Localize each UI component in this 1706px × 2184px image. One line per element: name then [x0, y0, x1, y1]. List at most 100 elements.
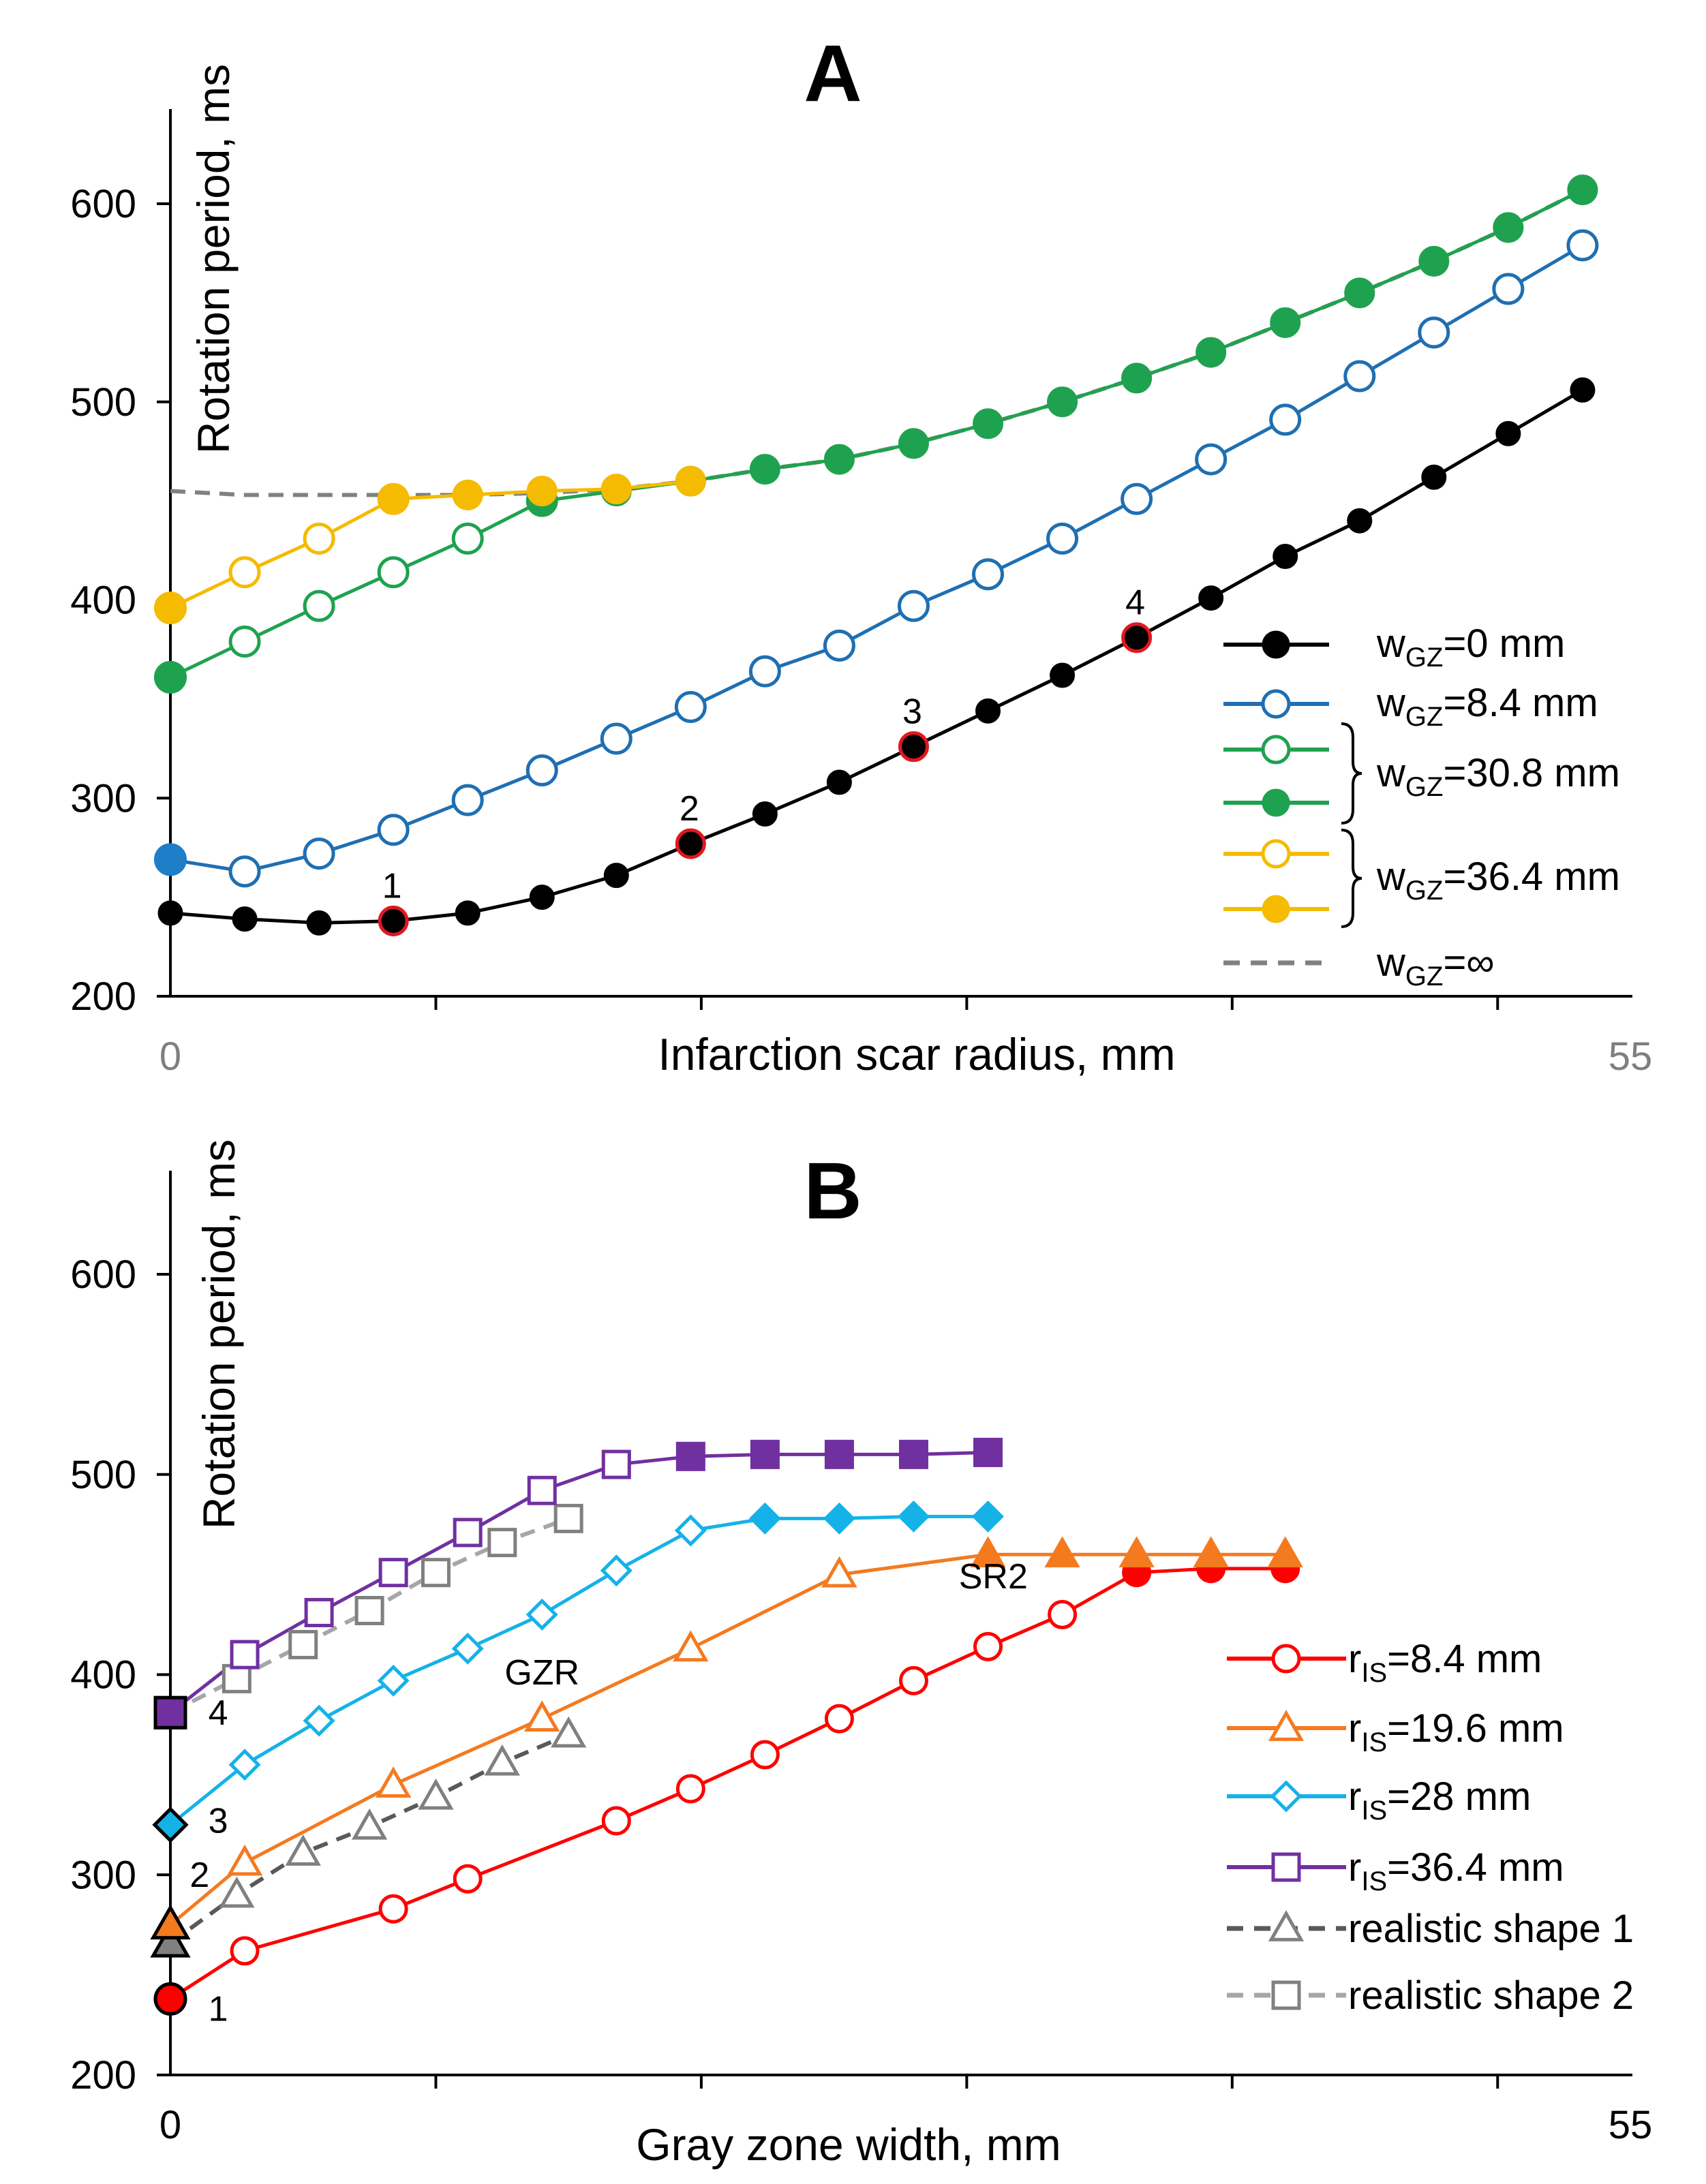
legend-label: wGZ=30.8 mm [1376, 751, 1620, 802]
series-point [973, 1437, 1003, 1467]
legend-label: rIS=19.6 mm [1348, 1706, 1564, 1757]
point-label: 3 [902, 692, 922, 732]
legend-swatch-marker [1271, 1852, 1301, 1882]
panel-b-y-axis-title: Rotation period, ms [194, 1139, 244, 1529]
panel-b-title: B [804, 1146, 862, 1236]
panel-a-y-axis-title: Rotation period, ms [188, 64, 239, 454]
y-tick-label: 300 [70, 1853, 136, 1897]
series-point [1570, 377, 1596, 403]
legend-swatch-marker [1262, 630, 1290, 659]
panel-b-y-ticks: 200 300 400 500 600 [70, 1252, 170, 2097]
series-point [303, 589, 335, 622]
legend-label: wGZ=8.4 mm [1376, 681, 1598, 732]
series-point [304, 1597, 334, 1627]
legend-swatch-marker [1271, 1644, 1301, 1674]
panel-b-annotations: 1 23 4 GZR SR2 [189, 1557, 1028, 2029]
legend-label-suffix: =36.4 mm [1387, 1845, 1564, 1890]
series-point [525, 754, 558, 787]
annotation-label: SR2 [959, 1557, 1028, 1597]
series-point [421, 1558, 451, 1588]
series-point [377, 814, 410, 846]
panel-b-x-tick-label-end: 55 [1609, 2103, 1653, 2147]
y-tick-label: 200 [70, 2053, 136, 2097]
series-point [451, 522, 484, 555]
series-point [232, 906, 258, 932]
series-point [288, 1629, 318, 1659]
series-point [1198, 585, 1224, 611]
legend-label-subscript: GZ [1405, 876, 1444, 906]
series-point [898, 428, 929, 459]
legend-label-suffix: =30.8 mm [1443, 751, 1620, 795]
legend-label-subscript: IS [1361, 1866, 1387, 1896]
series-point [378, 483, 409, 514]
point-label: 2 [680, 789, 699, 829]
point-label: 1 [382, 867, 402, 906]
legend-swatch-marker [1268, 1910, 1305, 1941]
series-point [972, 558, 1005, 591]
legend-label-suffix: =8.4 mm [1387, 1637, 1542, 1681]
series-point [1492, 273, 1525, 305]
legend-swatch-marker [1261, 735, 1291, 765]
series-point [418, 1778, 454, 1810]
legend-label-suffix: realistic shape 2 [1348, 1973, 1634, 2018]
series-point [529, 885, 555, 910]
series-point [750, 1740, 780, 1770]
series-point [826, 769, 852, 795]
series-point [553, 1503, 583, 1533]
y-tick-label: 400 [70, 579, 136, 623]
series-point [1421, 464, 1447, 490]
series-point [152, 1806, 189, 1843]
series-point [1344, 277, 1375, 309]
series-point [524, 1700, 560, 1732]
panel-a-title: A [804, 29, 862, 119]
series-point [1495, 420, 1521, 446]
series-point [230, 1640, 260, 1670]
series-point [752, 801, 778, 827]
series-point [749, 454, 780, 485]
legend-label-prefix: w [1376, 751, 1406, 795]
series-point [306, 910, 332, 936]
panel-a-y-ticks: 200 300 400 500 600 [70, 182, 170, 1019]
series-point [898, 1439, 928, 1469]
annotation-label: 1 [209, 1990, 228, 2029]
panel-a-series [154, 174, 1599, 936]
series-point [1347, 508, 1373, 534]
series-point [377, 1664, 410, 1697]
series-point [1050, 662, 1076, 688]
legend-swatch-marker [1268, 1710, 1305, 1741]
series-point [1343, 360, 1376, 393]
series-point [1048, 1599, 1078, 1629]
series-point [228, 855, 261, 888]
legend-label-suffix: =36.4 mm [1443, 855, 1620, 899]
legend-label: wGZ=∞ [1376, 940, 1495, 991]
legend-bracket-36-4 [1341, 829, 1362, 928]
series-point [484, 1744, 520, 1776]
highlighted-point [675, 828, 706, 859]
legend-label: rIS=8.4 mm [1348, 1637, 1542, 1688]
legend-label-prefix: r [1348, 1637, 1361, 1681]
series-point [153, 1695, 187, 1729]
series-point [824, 1439, 854, 1469]
legend-swatch-marker [1262, 895, 1290, 923]
y-tick-label: 600 [70, 182, 136, 226]
series-point [1121, 482, 1153, 515]
series-point [451, 784, 484, 816]
series-point [1195, 337, 1227, 368]
series-point [375, 1766, 412, 1798]
legend-label-subscript: IS [1361, 1727, 1387, 1757]
legend-label-prefix: w [1376, 940, 1406, 985]
series-point [1269, 403, 1302, 436]
series-point [150, 1904, 191, 1940]
series-point [675, 1441, 705, 1471]
legend-label-prefix: r [1348, 1706, 1361, 1751]
panel-b-x-ticks [434, 2075, 1499, 2089]
series-point [823, 1502, 855, 1535]
series-point [452, 479, 483, 510]
panel-b-x-tick-label-start: 0 [159, 2103, 181, 2147]
legend-label: realistic shape 2 [1348, 1973, 1634, 2018]
legend-label-suffix: realistic shape 1 [1348, 1907, 1634, 1951]
highlighted-point [378, 906, 409, 937]
series-point [157, 900, 183, 926]
